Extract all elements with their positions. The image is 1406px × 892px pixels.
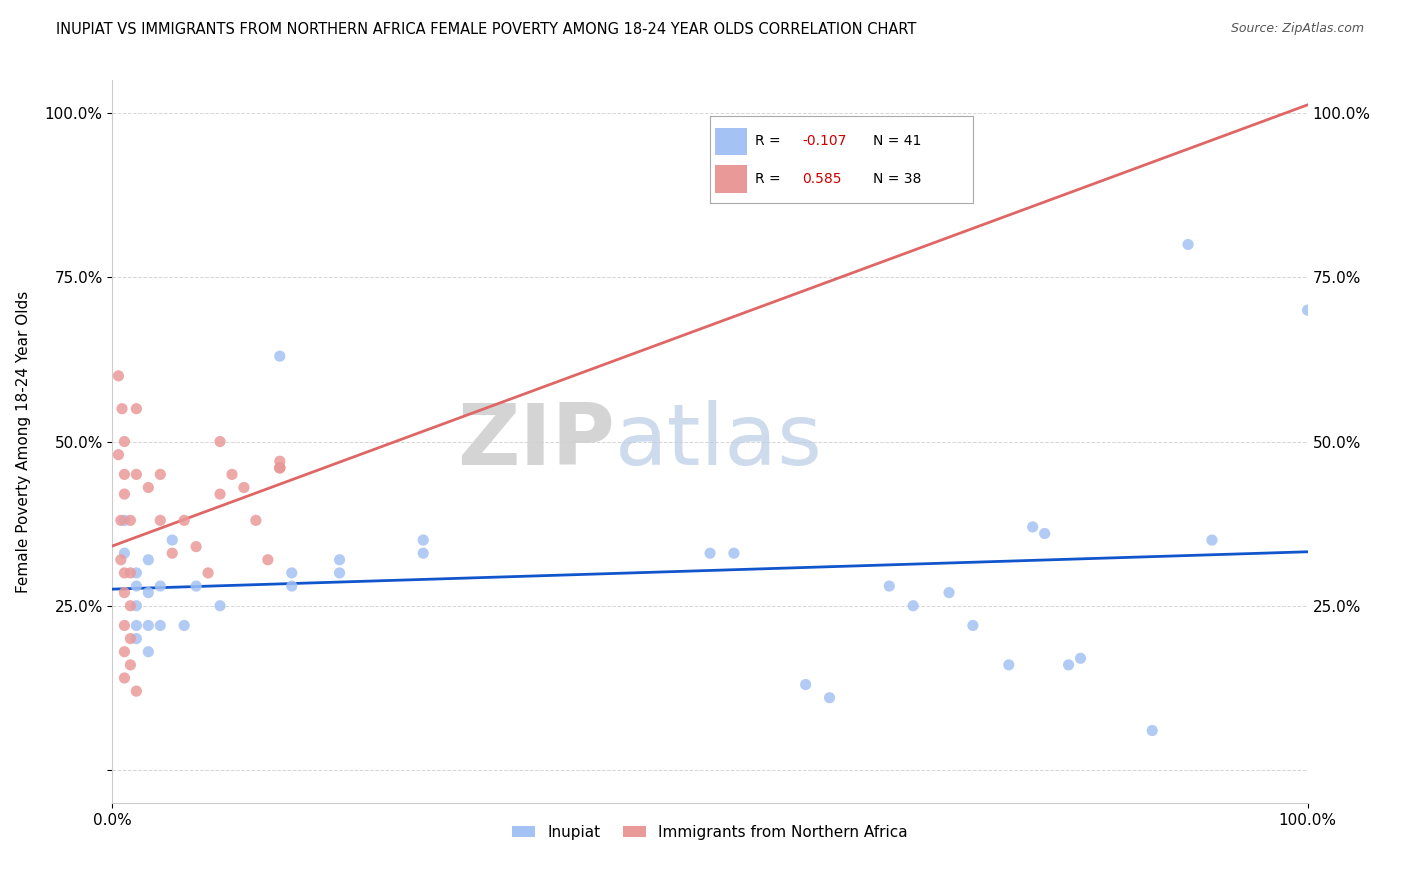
Legend: Inupiat, Immigrants from Northern Africa: Inupiat, Immigrants from Northern Africa (506, 819, 914, 846)
Point (125, 401, 148, 416)
Point (114, 618, 135, 632)
Point (125, 684, 148, 698)
Point (173, 618, 195, 632)
Text: Source: ZipAtlas.com: Source: ZipAtlas.com (1230, 22, 1364, 36)
Point (269, 460, 291, 475)
Point (903, 599, 925, 613)
Point (114, 546, 135, 560)
Point (114, 645, 135, 659)
Point (879, 579, 901, 593)
Point (138, 618, 160, 632)
Point (269, 454, 291, 468)
Point (107, 368, 129, 383)
Point (723, 546, 745, 560)
Point (110, 513, 132, 527)
Point (120, 599, 142, 613)
Point (269, 349, 291, 363)
Point (125, 599, 148, 613)
Point (794, 677, 817, 691)
Point (412, 546, 434, 560)
Point (114, 434, 135, 449)
Point (1070, 651, 1092, 665)
Point (329, 566, 352, 580)
Point (114, 585, 135, 599)
Point (114, 671, 135, 685)
Point (125, 579, 148, 593)
Y-axis label: Female Poverty Among 18-24 Year Olds: Female Poverty Among 18-24 Year Olds (15, 291, 31, 592)
Point (114, 566, 135, 580)
Point (209, 487, 232, 501)
Point (818, 690, 841, 705)
Point (209, 599, 232, 613)
Point (281, 579, 304, 593)
Point (281, 566, 304, 580)
Point (111, 401, 134, 416)
Point (149, 467, 172, 482)
Point (125, 632, 148, 646)
Point (269, 460, 291, 475)
Point (149, 579, 172, 593)
Point (1142, 723, 1164, 738)
Point (138, 481, 160, 495)
Text: INUPIAT VS IMMIGRANTS FROM NORTHERN AFRICA FEMALE POVERTY AMONG 18-24 YEAR OLDS : INUPIAT VS IMMIGRANTS FROM NORTHERN AFRI… (56, 22, 917, 37)
Point (186, 579, 208, 593)
Point (699, 546, 721, 560)
Point (162, 533, 183, 547)
Point (962, 618, 984, 632)
Point (938, 585, 960, 599)
Point (186, 540, 208, 554)
Text: ZIP: ZIP (457, 400, 614, 483)
Point (120, 632, 142, 646)
Point (1033, 526, 1056, 541)
Point (125, 618, 148, 632)
Point (138, 585, 160, 599)
Point (120, 657, 142, 672)
Point (120, 566, 142, 580)
Text: atlas: atlas (614, 400, 823, 483)
Point (257, 553, 280, 567)
Point (162, 546, 183, 560)
Point (138, 553, 160, 567)
Point (412, 533, 434, 547)
Point (114, 513, 135, 527)
Point (209, 434, 232, 449)
Point (149, 618, 172, 632)
Point (138, 645, 160, 659)
Point (114, 487, 135, 501)
Point (245, 513, 267, 527)
Point (125, 566, 148, 580)
Point (329, 553, 352, 567)
Point (149, 513, 172, 527)
Point (269, 460, 291, 475)
Point (114, 467, 135, 482)
Point (120, 513, 142, 527)
Point (233, 481, 256, 495)
Point (110, 553, 132, 567)
Point (998, 657, 1021, 672)
Point (221, 467, 243, 482)
Point (125, 467, 148, 482)
Point (1022, 520, 1045, 534)
Point (1057, 657, 1080, 672)
Point (197, 566, 219, 580)
Point (107, 448, 129, 462)
Point (1177, 237, 1199, 252)
Point (1201, 533, 1223, 547)
Point (173, 513, 195, 527)
Point (1296, 303, 1319, 318)
